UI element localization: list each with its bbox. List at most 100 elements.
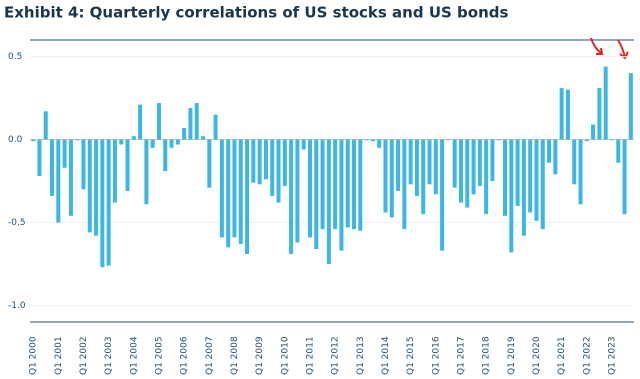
- bar: [207, 139, 212, 188]
- y-tick-label: 0.0: [8, 135, 23, 145]
- x-tick-label: Q1 2012: [331, 336, 341, 375]
- bar: [81, 139, 86, 190]
- bar: [553, 139, 558, 175]
- bar: [389, 139, 394, 218]
- bar: [339, 139, 344, 251]
- x-tick-label: Q1 2016: [431, 336, 441, 375]
- bar: [515, 139, 520, 206]
- bar: [503, 139, 508, 216]
- bar: [238, 139, 243, 245]
- x-tick-label: Q1 2011: [305, 336, 315, 375]
- bar: [352, 139, 357, 230]
- bar: [219, 139, 224, 238]
- bar: [421, 139, 426, 215]
- bar: [396, 139, 401, 191]
- bar: [320, 139, 325, 230]
- bar: [62, 139, 67, 168]
- bar: [440, 139, 445, 251]
- x-tick-label: Q1 2006: [180, 336, 190, 375]
- bar: [37, 139, 42, 177]
- bar: [100, 139, 105, 268]
- x-tick-label: Q1 2014: [381, 336, 391, 375]
- bar: [333, 139, 338, 230]
- x-tick-label: Q1 2022: [582, 336, 592, 375]
- bar: [68, 139, 73, 216]
- bar: [138, 104, 143, 140]
- y-tick-label: -0.5: [8, 218, 26, 228]
- x-tick-label: Q1 2019: [507, 336, 517, 375]
- bar: [446, 139, 451, 141]
- bar: [383, 139, 388, 213]
- bar: [326, 139, 331, 264]
- bar: [603, 66, 608, 140]
- bar: [106, 139, 111, 266]
- bar: [364, 139, 369, 141]
- x-tick-label: Q1 2005: [154, 336, 164, 375]
- bar: [131, 136, 136, 140]
- bar: [565, 89, 570, 140]
- bar: [496, 139, 501, 141]
- red-arrow: [617, 39, 629, 60]
- bar: [282, 139, 287, 186]
- bar: [31, 139, 36, 142]
- bar: [182, 127, 187, 140]
- bar: [534, 139, 539, 221]
- x-tick-label: Q1 2000: [29, 336, 39, 375]
- bar: [433, 139, 438, 195]
- red-arrow: [590, 37, 604, 55]
- bar: [163, 139, 168, 172]
- bar: [572, 139, 577, 185]
- x-tick-label: Q1 2004: [129, 336, 139, 375]
- x-tick-label: Q1 2018: [482, 336, 492, 375]
- bar: [490, 139, 495, 181]
- bar: [194, 103, 199, 140]
- bar: [188, 108, 193, 140]
- bar: [314, 139, 319, 250]
- x-tick-label: Q1 2001: [54, 336, 64, 375]
- bar: [257, 139, 262, 185]
- bar: [559, 88, 564, 140]
- bar: [622, 139, 627, 215]
- y-tick-label: -1.0: [8, 301, 26, 311]
- x-tick-label: Q1 2002: [79, 336, 89, 375]
- bar: [245, 139, 250, 254]
- bar: [289, 139, 294, 254]
- bar: [408, 139, 413, 185]
- bar: [628, 73, 633, 140]
- y-tick-label: 0.5: [8, 52, 22, 62]
- bar: [528, 139, 533, 213]
- bar: [50, 139, 55, 196]
- bar: [477, 139, 482, 186]
- bar: [597, 88, 602, 140]
- bar: [301, 139, 306, 150]
- bar: [263, 139, 268, 180]
- bar: [251, 139, 256, 183]
- chart-title: Exhibit 4: Quarterly correlations of US …: [4, 4, 508, 22]
- x-tick-label: Q1 2010: [280, 336, 290, 375]
- bar: [270, 139, 275, 196]
- x-tick-label: Q1 2008: [230, 336, 240, 375]
- x-tick-label: Q1 2003: [104, 336, 114, 375]
- bar: [540, 139, 545, 230]
- bar: [578, 139, 583, 205]
- x-tick-label: Q1 2013: [356, 336, 366, 375]
- bar: [307, 139, 312, 238]
- bar: [584, 139, 589, 142]
- bar: [414, 139, 419, 196]
- bar: [458, 139, 463, 203]
- bar: [56, 139, 61, 223]
- bar: [201, 136, 206, 140]
- bar: [471, 139, 476, 195]
- bar: [112, 139, 117, 203]
- bar: [616, 139, 621, 163]
- bar: [276, 139, 281, 203]
- bar: [125, 139, 130, 191]
- bar: [213, 114, 218, 140]
- x-tick-label: Q1 2020: [532, 336, 542, 375]
- x-tick-label: Q1 2009: [255, 336, 265, 375]
- bar: [175, 139, 180, 145]
- bar: [345, 139, 350, 228]
- bar: [465, 139, 470, 208]
- bar: [156, 103, 161, 140]
